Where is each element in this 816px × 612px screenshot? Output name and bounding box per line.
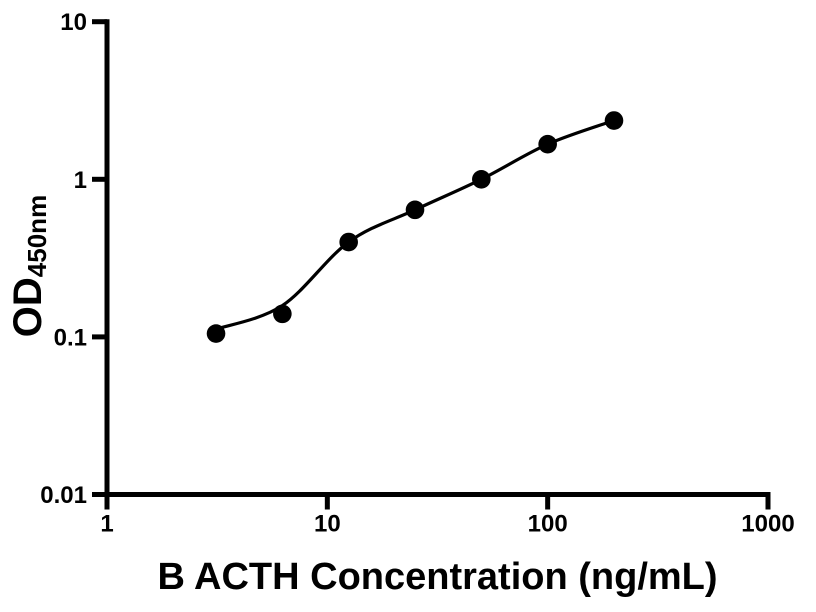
y-axis-title-subscript: 450nm: [22, 194, 52, 278]
y-tick-label: 1: [74, 167, 87, 194]
data-point: [339, 232, 358, 252]
y-tick-label: 0.1: [54, 324, 87, 351]
data-point: [206, 324, 226, 343]
data-point: [604, 111, 624, 130]
y-tick-label: 0.01: [40, 482, 87, 509]
data-point: [538, 134, 557, 154]
y-tick-label: 10: [60, 9, 87, 36]
x-tick-label: 1000: [741, 511, 794, 538]
data-point: [405, 200, 425, 220]
data-point: [273, 304, 292, 324]
x-tick-label: 10: [314, 511, 341, 538]
x-tick-label: 1: [100, 511, 113, 538]
fit-curve: [214, 118, 616, 331]
data-point: [472, 170, 491, 189]
x-axis-title: B ACTH Concentration (ng/mL): [157, 556, 718, 598]
y-axis-title: OD450nm: [6, 194, 52, 338]
y-axis-title-main: OD: [6, 277, 50, 338]
x-tick-label: 100: [528, 511, 568, 538]
